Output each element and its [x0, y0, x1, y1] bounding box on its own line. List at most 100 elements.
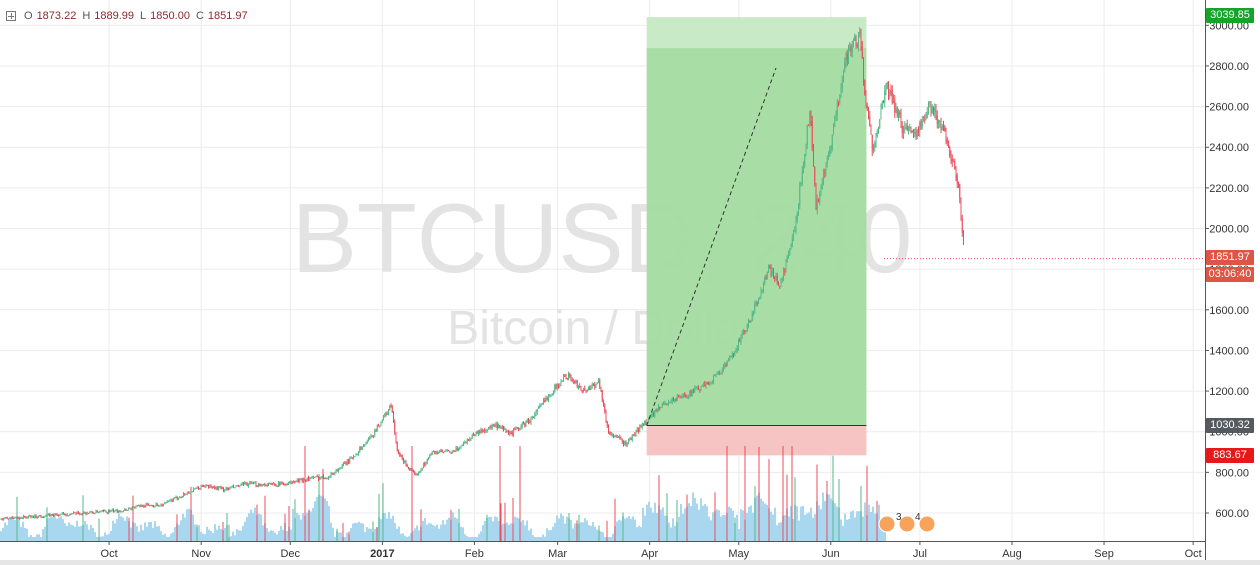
candle-body	[879, 119, 881, 129]
event-count-1[interactable]: 3	[896, 512, 902, 523]
volume-bar	[812, 517, 814, 541]
candle-body	[950, 155, 952, 159]
candle-body	[710, 382, 712, 384]
event-flag-icon[interactable]	[918, 515, 936, 533]
volume-bar	[108, 533, 110, 541]
candle-body	[915, 132, 917, 137]
candle-body	[318, 476, 319, 480]
candle-body	[919, 121, 921, 132]
volume-bar	[628, 516, 630, 541]
candle-body	[568, 373, 569, 379]
candle-body	[246, 483, 248, 486]
event-flag-icon[interactable]	[898, 515, 916, 533]
candle-body	[624, 440, 626, 445]
candle-body	[281, 482, 283, 484]
countdown-badge: 03:06:40	[1206, 267, 1254, 282]
volume-bar	[698, 509, 700, 541]
candle-body	[328, 476, 329, 479]
volume-bar	[862, 516, 864, 541]
candles	[0, 27, 964, 521]
volume-bar	[514, 516, 516, 541]
candle-body	[895, 108, 897, 113]
candle-body	[803, 165, 804, 171]
candle-body	[608, 426, 609, 433]
volume-bar	[820, 509, 822, 541]
candle-body	[249, 482, 251, 485]
volume-bar	[60, 516, 62, 541]
volume-bar	[718, 510, 720, 541]
candle-body	[899, 112, 901, 115]
long-position-tool[interactable]	[646, 17, 867, 456]
candle-body	[875, 135, 877, 143]
candle-body	[466, 439, 468, 443]
volume-bar	[608, 537, 610, 541]
volume-bar	[18, 516, 20, 541]
candle-body	[295, 481, 297, 483]
candle-body	[69, 513, 71, 516]
candle-body	[669, 402, 671, 404]
add-symbol-icon[interactable]	[6, 11, 16, 21]
candle-body	[165, 502, 167, 504]
volume-bar	[620, 520, 622, 541]
candle-body	[665, 402, 667, 406]
volume-bar	[626, 517, 628, 541]
candle-body	[520, 426, 522, 429]
candle-body	[760, 291, 762, 298]
candle-body	[495, 423, 497, 426]
volume-bar	[688, 503, 690, 541]
candle-body	[425, 462, 427, 466]
candle-body	[678, 395, 679, 397]
candle-body	[488, 427, 489, 430]
volume-bar	[218, 525, 220, 541]
candle-body	[325, 478, 327, 480]
volume-bar	[374, 528, 376, 541]
candle-body	[378, 425, 379, 427]
bottom-scrollbar[interactable]	[0, 560, 1260, 565]
volume-bar	[506, 522, 508, 541]
candle-body	[538, 407, 539, 409]
candle-body	[544, 400, 546, 402]
volume-bar	[262, 525, 264, 541]
candle-body	[61, 513, 63, 515]
candle-body	[323, 475, 324, 479]
candle-body	[923, 117, 924, 122]
candle-body	[809, 111, 811, 125]
candle-body	[238, 485, 239, 487]
volume-bar	[750, 505, 752, 541]
candle-body	[770, 267, 772, 274]
candle-body	[18, 517, 19, 519]
candle-body	[789, 248, 791, 254]
candle-body	[933, 106, 934, 113]
candle-body	[866, 105, 868, 110]
candle-body	[576, 380, 578, 388]
event-flag-icon[interactable]	[878, 515, 896, 533]
candle-body	[494, 425, 496, 427]
volume-bar	[574, 523, 576, 541]
candle-body	[534, 414, 536, 417]
loss-zone[interactable]	[646, 425, 867, 456]
volume-bar	[258, 513, 260, 541]
candle-body	[953, 161, 954, 163]
high-label: H	[82, 10, 91, 22]
candle-body	[393, 412, 394, 422]
candle-body	[793, 230, 794, 239]
volume-bar	[282, 529, 284, 541]
candle-body	[68, 515, 69, 517]
volume-bar	[122, 517, 124, 541]
candle-body	[434, 450, 436, 454]
candle-body	[26, 517, 28, 519]
volume-bar	[66, 525, 68, 541]
volume-bar	[182, 513, 184, 541]
candle-body	[878, 128, 879, 132]
candle-body	[761, 290, 763, 292]
candle-body	[333, 473, 334, 475]
candle-body	[791, 238, 793, 247]
candle-body	[84, 512, 86, 514]
event-markers[interactable]	[878, 515, 936, 533]
candle-body	[910, 126, 912, 132]
profit-zone[interactable]	[646, 17, 867, 426]
candle-body	[89, 512, 91, 514]
volume-bar	[84, 521, 86, 541]
event-count-2[interactable]: 4	[915, 512, 921, 523]
